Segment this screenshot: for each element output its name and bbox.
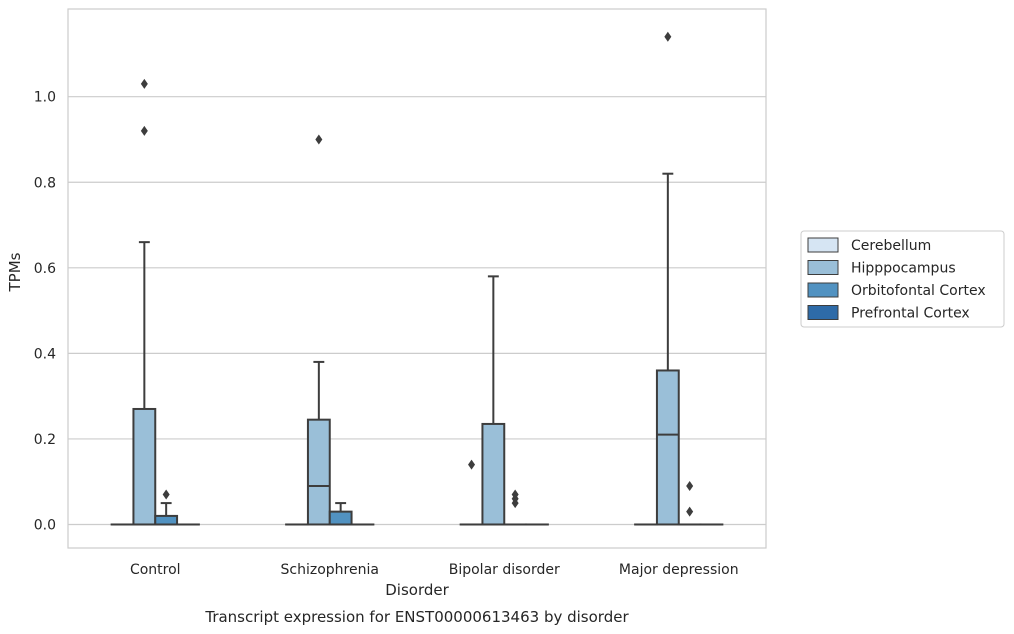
legend-swatch: [807, 260, 839, 275]
legend-swatch: [807, 237, 839, 253]
legend-label: Orbitofontal Cortex: [851, 283, 986, 299]
outlier-point: [686, 506, 694, 517]
y-tick-label: 1.0: [34, 90, 56, 106]
box-body: [655, 369, 680, 526]
legend-label: Cerebellum: [851, 238, 931, 254]
outlier-point: [664, 31, 672, 42]
legend-label: Hipppocampus: [851, 261, 956, 277]
box-hipppocampus: [655, 31, 680, 526]
y-tick-label: 0.2: [34, 432, 56, 448]
y-tick-labels: 0.0 0.2 0.4 0.6 0.8 1.0: [34, 90, 56, 534]
x-tick-label: Major depression: [619, 562, 739, 578]
y-tick-label: 0.8: [34, 175, 56, 191]
outlier-point: [511, 489, 519, 500]
box-cerebellum: [459, 459, 484, 526]
box-body: [481, 422, 506, 526]
legend: Cerebellum Hipppocampus Orbitofontal Corte…: [800, 230, 1005, 328]
box-orbitofontal-cortex: [328, 502, 353, 526]
outlier-point: [140, 125, 148, 136]
box-orbitofontal-cortex: [154, 489, 179, 526]
x-tick-labels: Control Schizophrenia Bipolar disorder Majo…: [130, 562, 739, 578]
legend-swatch: [807, 305, 839, 320]
y-tick-label: 0.0: [34, 517, 56, 533]
y-tick-label: 0.4: [34, 346, 56, 362]
x-tick-label: Bipolar disorder: [449, 562, 560, 578]
box-hipppocampus: [481, 275, 506, 526]
legend-label: Prefrontal Cortex: [851, 306, 970, 322]
outlier-point: [315, 134, 323, 145]
plot-frame: [67, 8, 767, 549]
legend-frame: [800, 230, 1005, 328]
box-orbitofontal-cortex: [677, 480, 702, 526]
box-body: [132, 407, 157, 526]
outlier-point: [468, 459, 476, 470]
box-body: [306, 418, 331, 526]
chart-caption: Transcript expression for ENST0000061346…: [204, 608, 629, 626]
box-layer: [110, 31, 724, 526]
y-axis-title: TPMs: [6, 252, 24, 292]
box-orbitofontal-cortex: [503, 489, 528, 526]
legend-swatch: [807, 282, 839, 298]
box-body: [328, 510, 353, 526]
outlier-point: [140, 78, 148, 89]
x-axis-title: Disorder: [385, 581, 449, 599]
x-tick-label: Control: [130, 562, 181, 578]
box-hipppocampus: [306, 134, 331, 526]
outlier-point: [162, 489, 170, 500]
x-tick-label: Schizophrenia: [281, 562, 379, 578]
outlier-point: [686, 480, 694, 491]
box-body: [154, 514, 179, 526]
y-tick-label: 0.6: [34, 261, 56, 277]
box-hipppocampus: [132, 78, 157, 526]
